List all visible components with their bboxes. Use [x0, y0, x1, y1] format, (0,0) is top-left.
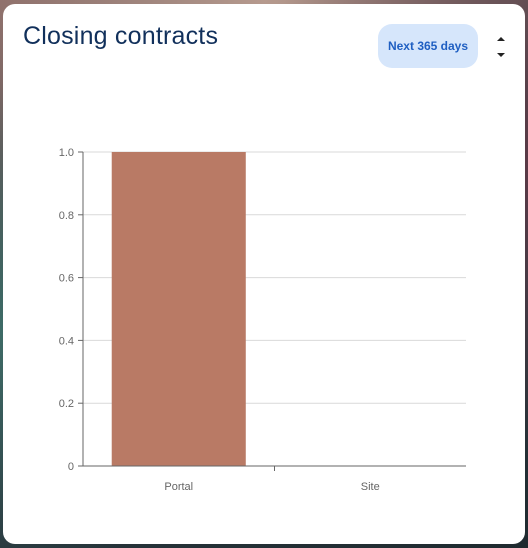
- y-tick-label: 0.6: [59, 273, 74, 285]
- card-title: Closing contracts: [23, 22, 219, 50]
- y-tick-label: 0.2: [59, 398, 74, 410]
- y-tick-label: 0.8: [59, 210, 74, 222]
- date-range-button[interactable]: Next 365 days: [378, 24, 478, 68]
- closing-contracts-card: Closing contracts Next 365 days 0 0.2 0.4 0…: [3, 4, 525, 544]
- y-tick-label: 0: [68, 461, 74, 473]
- bar-portal: [111, 152, 246, 466]
- y-tick-label: 1.0: [59, 147, 74, 159]
- x-tick-label: Portal: [164, 481, 193, 493]
- y-tick-label: 0.4: [59, 335, 74, 347]
- x-tick-label: Site: [361, 481, 380, 493]
- bar-chart: 0 0.2 0.4 0.6 0.8 1.0 Portal Site: [59, 147, 466, 493]
- sort-updown-icon[interactable]: [493, 32, 509, 62]
